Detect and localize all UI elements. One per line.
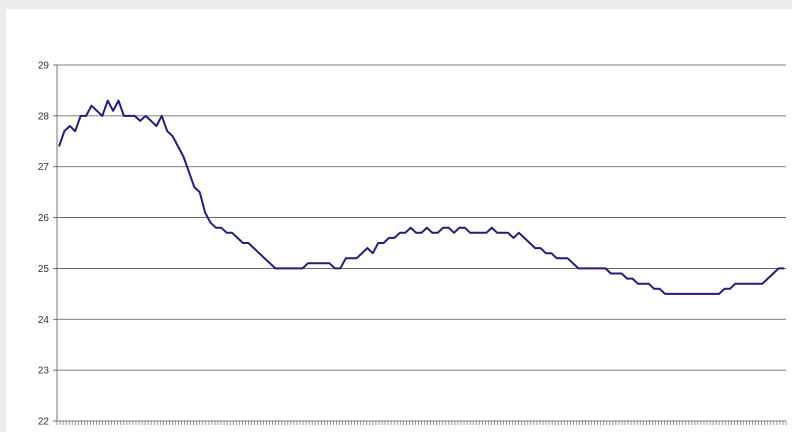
y-tick-label: 22: [38, 417, 50, 428]
series-line-0: [58, 99, 784, 295]
y-tick-label: 25: [38, 264, 50, 275]
y-tick-label: 29: [38, 61, 50, 72]
chart-area: 22 23 24 25 26 27 28 29: [6, 9, 792, 432]
y-tick-label: 26: [38, 213, 50, 224]
y-tick-label: 24: [38, 315, 50, 326]
y-tick-label: 23: [38, 366, 50, 377]
line-chart: 22 23 24 25 26 27 28 29: [38, 61, 787, 428]
y-tick-label: 27: [38, 162, 50, 173]
y-tick-label: 28: [38, 111, 50, 122]
